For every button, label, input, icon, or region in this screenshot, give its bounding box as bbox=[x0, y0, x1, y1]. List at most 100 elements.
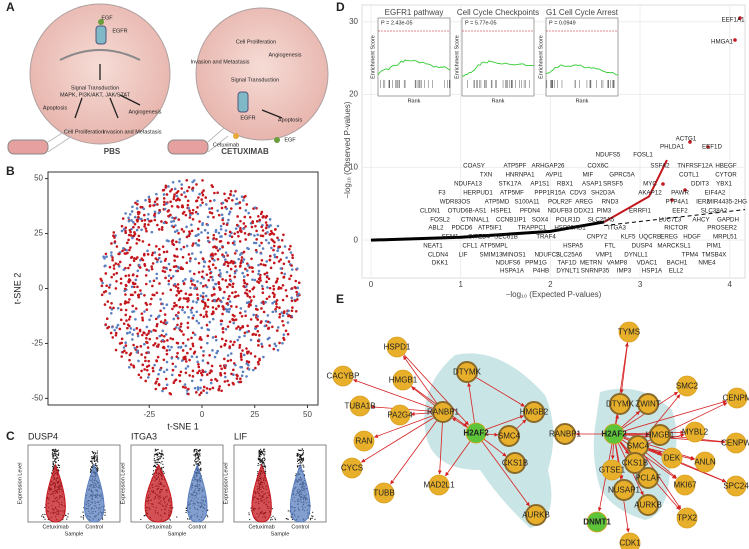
cell-dot bbox=[230, 260, 233, 263]
gene-label: LIF bbox=[459, 252, 468, 259]
illustration-label: MAPK, PI3K/AKT, JAK/STAT bbox=[60, 92, 131, 98]
cell-dot bbox=[133, 366, 136, 369]
cell-dot bbox=[140, 228, 143, 231]
cell-dot bbox=[136, 207, 139, 210]
gene-label: PAWR bbox=[671, 190, 689, 197]
expression-dot bbox=[42, 514, 43, 515]
cell-dot bbox=[265, 227, 268, 230]
cell-dot bbox=[185, 345, 188, 348]
cell-dot bbox=[203, 265, 206, 268]
cell-dot bbox=[127, 267, 130, 270]
cell-dot bbox=[255, 242, 258, 245]
expression-dot bbox=[195, 458, 196, 459]
cell-dot bbox=[230, 268, 233, 271]
module-hull bbox=[424, 353, 553, 528]
cell-dot bbox=[146, 365, 149, 368]
node-label: TUBA1B bbox=[344, 402, 375, 411]
cell-dot bbox=[197, 228, 200, 231]
cell-dot bbox=[134, 233, 137, 236]
cell-dot bbox=[166, 339, 169, 342]
cell-dot bbox=[117, 324, 120, 327]
cell-dot bbox=[211, 349, 214, 352]
cell-dot bbox=[294, 286, 297, 289]
cell-dot bbox=[194, 333, 197, 336]
cell-dot bbox=[162, 189, 165, 192]
cell-dot bbox=[168, 263, 171, 266]
cell-dot bbox=[181, 309, 184, 312]
cell-dot bbox=[175, 378, 178, 381]
cell-dot bbox=[165, 258, 168, 261]
cell-dot bbox=[226, 380, 229, 383]
cell-dot bbox=[163, 371, 166, 374]
cell-dot bbox=[284, 245, 287, 248]
cell-dot bbox=[151, 254, 154, 257]
expression-dot bbox=[310, 518, 311, 519]
cell-dot bbox=[224, 233, 227, 236]
cell-dot bbox=[234, 272, 237, 275]
cell-dot bbox=[250, 352, 253, 355]
cell-dot bbox=[152, 329, 155, 332]
cell-dot bbox=[169, 190, 172, 193]
expression-dot bbox=[97, 460, 98, 461]
cell-dot bbox=[246, 283, 249, 286]
expression-dot bbox=[162, 464, 163, 465]
expression-dot bbox=[275, 519, 276, 520]
cell-dot bbox=[228, 308, 231, 311]
cell-dot bbox=[272, 348, 275, 351]
cell-dot bbox=[161, 303, 164, 306]
cell-dot bbox=[218, 269, 221, 272]
cell-dot bbox=[271, 325, 274, 328]
cell-dot bbox=[171, 205, 174, 208]
cell-dot bbox=[262, 287, 265, 290]
cell-dot bbox=[158, 253, 161, 256]
cell-dot bbox=[175, 294, 178, 297]
cell-dot bbox=[160, 260, 163, 263]
cell-dot bbox=[130, 234, 133, 237]
cell-dot bbox=[260, 307, 263, 310]
cell-dot bbox=[202, 257, 205, 260]
gene-label: PFDN4 bbox=[520, 208, 541, 215]
gene-label: AVPI1 bbox=[545, 172, 563, 179]
expression-dot bbox=[262, 451, 263, 452]
cell-dot bbox=[173, 328, 176, 331]
cell-dot bbox=[255, 238, 258, 241]
expression-dot bbox=[154, 460, 155, 461]
cell-dot bbox=[226, 302, 229, 305]
cell-dot bbox=[187, 326, 190, 329]
cell-dot bbox=[279, 313, 282, 316]
cell-dot bbox=[272, 249, 275, 252]
gene-label: POLR2F bbox=[548, 199, 572, 206]
cell-dot bbox=[121, 225, 124, 228]
node-label: AURKB bbox=[522, 511, 550, 520]
cell-dot bbox=[134, 202, 137, 205]
expression-dot bbox=[161, 451, 162, 452]
cell-dot bbox=[214, 253, 217, 256]
cell-dot bbox=[193, 352, 196, 355]
cell-dot bbox=[210, 369, 213, 372]
expression-dot bbox=[162, 454, 163, 455]
cell-dot bbox=[244, 195, 247, 198]
cell-dot bbox=[155, 273, 158, 276]
cell-dot bbox=[225, 229, 228, 232]
expression-dot bbox=[303, 450, 304, 451]
cell-dot bbox=[166, 193, 169, 196]
expression-dot bbox=[264, 463, 265, 464]
cell-dot bbox=[256, 315, 259, 318]
cell-dot bbox=[140, 353, 143, 356]
cell-dot bbox=[253, 295, 256, 298]
cell-dot bbox=[189, 257, 192, 260]
node-label: TPX2 bbox=[677, 514, 698, 523]
expression-dot bbox=[257, 465, 258, 466]
expression-dot bbox=[91, 466, 92, 467]
expression-dot bbox=[303, 452, 304, 453]
cell-dot bbox=[250, 299, 253, 302]
cell-dot bbox=[194, 387, 197, 390]
cell-dot bbox=[285, 329, 288, 332]
cell-dot bbox=[182, 386, 185, 389]
cell-dot bbox=[115, 287, 118, 290]
cell-dot bbox=[215, 229, 218, 232]
cell-dot bbox=[239, 344, 242, 347]
expression-dot bbox=[59, 465, 60, 466]
cell-dot bbox=[213, 259, 216, 262]
cell-dot bbox=[225, 207, 228, 210]
